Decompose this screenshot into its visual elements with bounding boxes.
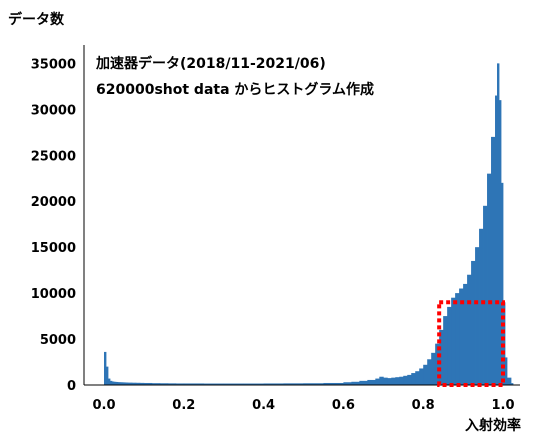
- histogram-bar: [175, 383, 185, 385]
- histogram-bar: [243, 383, 264, 385]
- histogram-bar: [351, 381, 360, 385]
- histogram-bar: [443, 316, 448, 385]
- x-tick-label: 0.0: [92, 398, 115, 413]
- histogram-bar: [111, 381, 115, 385]
- histogram-bar: [115, 381, 119, 385]
- histogram-bar: [501, 182, 504, 385]
- histogram-bar: [499, 100, 502, 385]
- y-tick-label: 20000: [31, 195, 76, 210]
- y-tick-label: 10000: [31, 287, 76, 302]
- histogram-bar: [343, 382, 352, 385]
- histogram-bar: [105, 366, 109, 385]
- histogram-bar: [467, 274, 472, 385]
- histogram-bar: [183, 383, 205, 385]
- histogram-bar: [439, 329, 444, 385]
- histogram-bar: [479, 228, 484, 385]
- histogram-bar: [459, 288, 464, 385]
- histogram-bar: [447, 306, 452, 385]
- histogram-bar: [121, 382, 125, 385]
- histogram-bar: [487, 173, 492, 385]
- histogram-bar: [131, 382, 137, 385]
- histogram-bar: [415, 371, 420, 385]
- histogram-bar: [139, 382, 145, 385]
- histogram-bar: [483, 205, 488, 385]
- histogram-bar: [151, 383, 161, 385]
- histogram-bar: [495, 95, 498, 386]
- histogram-bar: [113, 381, 117, 385]
- histogram-bar: [506, 377, 512, 385]
- y-axis-label: データ数: [8, 11, 65, 28]
- histogram-bar: [391, 377, 396, 385]
- histogram-bar: [431, 352, 436, 385]
- x-tick-label: 0.8: [412, 398, 435, 413]
- histogram-bar: [471, 260, 476, 385]
- histogram-bar: [379, 376, 384, 385]
- histogram-bar: [504, 357, 508, 385]
- histogram-bar: [143, 382, 153, 385]
- histogram-bar: [387, 378, 392, 385]
- histogram-bar: [323, 382, 344, 385]
- histogram-bar: [117, 382, 121, 385]
- x-tick-label: 0.2: [172, 398, 195, 413]
- histogram-bar: [455, 293, 460, 385]
- histogram-bar: [283, 383, 304, 385]
- histogram-bar: [127, 382, 133, 385]
- annotation-line-2: 620000shot data からヒストグラム作成: [96, 81, 374, 98]
- y-tick-label: 0: [67, 379, 76, 394]
- y-tick-label: 35000: [31, 57, 76, 72]
- histogram-bar: [104, 351, 107, 385]
- y-tick-labels: 0 5000 10000 15000 20000 25000 30000 35000: [31, 57, 76, 394]
- highlight-box: [437, 300, 506, 388]
- histogram-bar: [411, 373, 416, 385]
- histogram-bar: [135, 382, 141, 385]
- histogram-bar: [491, 136, 496, 385]
- histogram-bar: [303, 383, 324, 385]
- histogram-bar: [403, 375, 408, 385]
- annotation-line-1: 加速器データ(2018/11-2021/06): [95, 55, 326, 72]
- x-tick-label: 0.4: [252, 398, 275, 413]
- y-tick-label: 25000: [31, 149, 76, 164]
- y-tick-label: 30000: [31, 103, 76, 118]
- histogram-bar: [407, 374, 412, 385]
- histogram-bar: [263, 383, 284, 385]
- histogram-bar: [395, 377, 400, 385]
- x-axis-label: 入射効率: [465, 417, 521, 434]
- histogram-bar: [419, 368, 424, 385]
- histogram-bars: [104, 63, 514, 386]
- x-tick-label: 0.6: [332, 398, 355, 413]
- histogram-bar: [497, 63, 500, 385]
- histogram-bar: [375, 378, 380, 385]
- histogram-bar: [125, 382, 129, 385]
- histogram-bar: [123, 382, 127, 385]
- histogram-bar: [167, 383, 177, 385]
- histogram-bar: [107, 378, 111, 385]
- x-tick-label: 1.0: [491, 398, 514, 413]
- histogram-bar: [359, 380, 368, 385]
- histogram-bar: [203, 383, 225, 385]
- histogram-bar: [451, 297, 456, 385]
- histogram-bar: [159, 383, 169, 385]
- histogram-bar: [427, 359, 432, 385]
- histogram-bar: [423, 364, 428, 385]
- histogram-bar: [463, 283, 468, 385]
- y-tick-label: 5000: [40, 333, 76, 348]
- histogram-bar: [367, 379, 376, 385]
- x-tick-labels: 0.0 0.2 0.4 0.6 0.8 1.0: [92, 398, 514, 413]
- histogram-bar: [475, 247, 480, 385]
- histogram-bar: [399, 376, 404, 385]
- histogram-bar: [223, 383, 245, 385]
- histogram-bar: [109, 380, 113, 385]
- histogram-bar: [383, 377, 388, 385]
- histogram-bar: [119, 382, 123, 385]
- y-tick-label: 15000: [31, 241, 76, 256]
- histogram-bar: [510, 383, 514, 385]
